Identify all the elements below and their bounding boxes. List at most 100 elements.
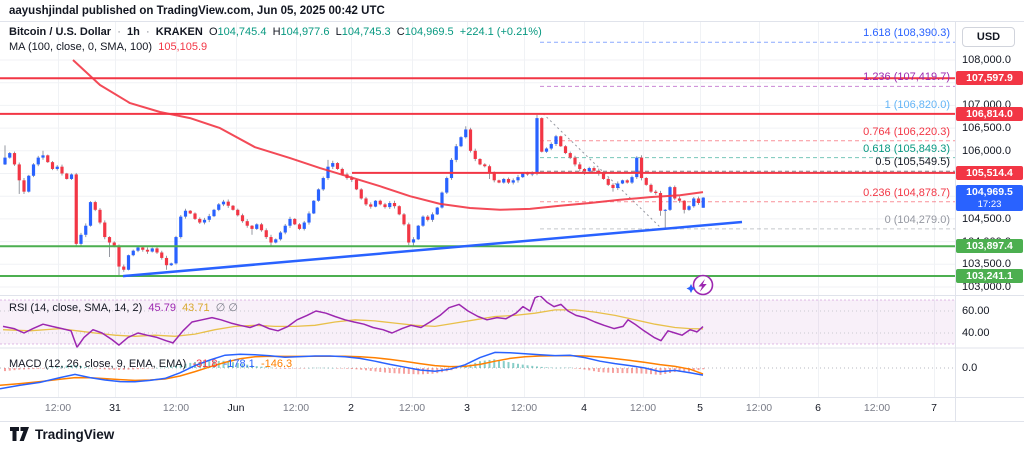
rsi-extra: ∅ ∅ — [215, 302, 238, 314]
macd-histogram-bar — [65, 365, 68, 368]
candle-body — [117, 246, 121, 267]
macd-histogram-bar — [355, 368, 358, 370]
macd-histogram-bar — [602, 368, 605, 373]
candle-body — [549, 143, 553, 149]
macd-histogram-bar — [483, 360, 486, 368]
rsi-label[interactable]: RSI (14, close, SMA, 14, 2) — [9, 302, 143, 314]
candle-body — [41, 155, 45, 158]
macd-histogram-bar — [132, 368, 135, 370]
macd-histogram-bar — [293, 368, 296, 369]
candle-body — [264, 230, 268, 238]
macd-histogram-bar — [236, 363, 239, 368]
macd-histogram-bar — [208, 361, 211, 368]
macd-histogram-bar — [350, 368, 353, 369]
candle-body — [36, 157, 40, 165]
macd-histogram-bar — [498, 360, 500, 368]
high-value: 104,977.6 — [280, 26, 330, 38]
candle-body — [701, 197, 705, 208]
macd-histogram-bar — [488, 359, 491, 368]
macd-histogram-bar — [151, 368, 154, 369]
rsi-sma-value: 43.71 — [182, 302, 210, 314]
macd-histogram-bar — [369, 368, 372, 371]
macd-histogram-bar — [407, 368, 410, 374]
macd-histogram-bar — [99, 368, 101, 369]
exchange-label: KRAKEN — [155, 26, 203, 38]
macd-histogram-bar — [89, 367, 92, 369]
macd-histogram-bar — [251, 365, 253, 368]
macd-histogram-bar — [317, 367, 320, 369]
ma-label[interactable]: MA (100, close, 0, SMA, 100) — [9, 41, 153, 53]
macd-histogram-bar — [550, 367, 553, 369]
macd-histogram-bar — [75, 365, 78, 368]
macd-histogram-bar — [198, 361, 201, 368]
candle-body — [217, 204, 221, 210]
macd-histogram-bar — [635, 368, 638, 374]
interval-label[interactable]: 1h — [127, 26, 140, 38]
candle-body — [402, 214, 406, 225]
macd-line — [0, 351, 704, 390]
candle-body — [250, 225, 254, 229]
macd-histogram-bar — [18, 368, 21, 370]
macd-histogram-bar — [507, 362, 510, 368]
candle-body — [112, 242, 116, 247]
macd-histogram-bar — [118, 368, 120, 370]
macd-histogram-bar — [270, 367, 272, 369]
macd-histogram-bar — [545, 367, 548, 368]
candle-body — [544, 148, 549, 152]
candle-body — [611, 184, 615, 189]
candle-body — [392, 203, 397, 207]
low-label: L — [335, 26, 342, 38]
candle-body — [440, 192, 444, 208]
candle-body — [240, 215, 245, 222]
symbol-name[interactable]: Bitcoin / U.S. Dollar — [9, 26, 112, 38]
candle-body — [179, 216, 183, 238]
candle-body — [454, 146, 458, 160]
candle-body — [193, 213, 197, 219]
macd-histogram-bar — [289, 368, 291, 369]
rsi-line — [2, 294, 704, 349]
candle-body — [145, 249, 150, 252]
rsi-indicator-row: RSI (14, close, SMA, 14, 2) 45.79 43.71 … — [9, 301, 238, 314]
macd-histogram-bar — [564, 367, 567, 369]
candle-body — [378, 200, 382, 205]
candle-body — [188, 210, 192, 214]
candle-body — [12, 153, 17, 165]
candle-body — [359, 189, 363, 199]
macd-histogram-bar — [70, 365, 73, 368]
candle-body — [468, 129, 473, 151]
candle-body — [326, 166, 330, 179]
candle-body — [497, 180, 501, 183]
candle-body — [288, 218, 292, 226]
candle-body — [198, 218, 202, 223]
macd-histogram-bar — [8, 368, 11, 371]
macd-histogram-bar — [312, 367, 315, 369]
candle-body — [74, 174, 78, 244]
candle-body — [150, 248, 154, 252]
macd-signal-line — [0, 354, 704, 386]
candle-body — [587, 168, 591, 172]
candle-body — [183, 210, 188, 217]
tradingview-footer[interactable]: TradingView — [10, 427, 114, 442]
candle-body — [464, 129, 468, 138]
macd-histogram-bar — [597, 368, 600, 372]
lightning-bolt-icon — [698, 279, 707, 292]
candle-body — [321, 178, 325, 190]
candle-body — [421, 216, 425, 226]
macd-histogram-bar — [146, 368, 149, 369]
candle-body — [677, 198, 682, 201]
macd-histogram-bar — [455, 368, 458, 369]
macd-histogram-bar — [184, 363, 187, 368]
currency-button[interactable]: USD — [962, 27, 1015, 47]
macd-label[interactable]: MACD (12, 26, close, 9, EMA, EMA) — [9, 358, 187, 370]
ma100-line — [72, 59, 704, 211]
candle-body — [435, 207, 439, 215]
macd-histogram-bar — [227, 361, 230, 368]
candle-body — [696, 198, 701, 204]
candle-body — [373, 200, 378, 207]
separator: · — [117, 26, 121, 38]
macd-histogram-bar — [279, 368, 282, 369]
candle-body — [411, 239, 416, 243]
candle-body — [3, 157, 7, 165]
macd-histogram-bar — [160, 367, 163, 369]
